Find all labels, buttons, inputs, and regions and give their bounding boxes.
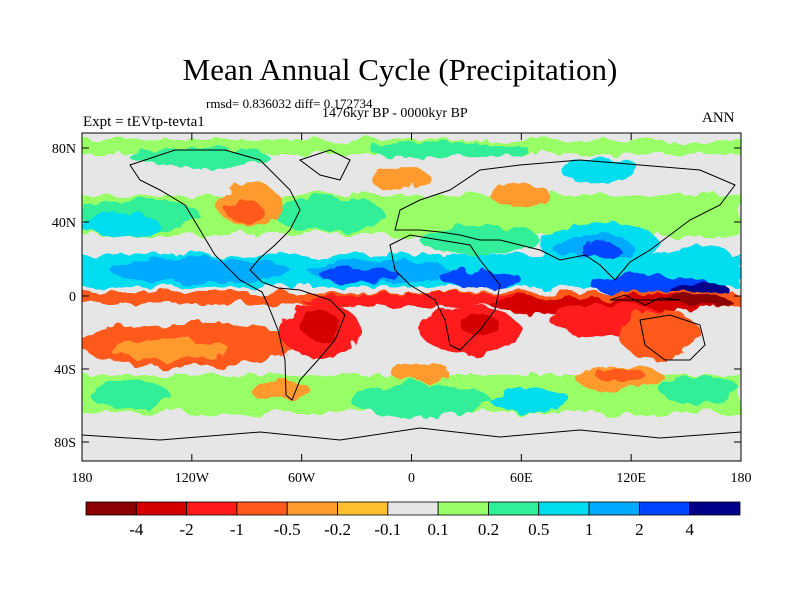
lon-ticks [81, 133, 742, 461]
colorbar-label: -1 [230, 520, 244, 539]
lat-label: 40S [54, 363, 76, 378]
lat-ticks [82, 147, 741, 443]
colorbar-label: 2 [635, 520, 644, 539]
lon-label: 180 [72, 471, 93, 486]
plot-title: Mean Annual Cycle (Precipitation) [182, 52, 618, 87]
stats-text: rmsd= 0.836032 diff= 0.172734 [206, 96, 373, 111]
colorbar-label: 1 [585, 520, 594, 539]
lat-labels: 80N 40N 0 40S 80S [52, 142, 76, 451]
colorbar-box [588, 501, 640, 516]
experiment-label: Expt = tEVtp-tevta1 [83, 114, 205, 130]
colorbar-label: -0.5 [274, 520, 301, 539]
colorbar-box [186, 501, 238, 516]
colorbar-box [135, 501, 188, 516]
precipitation-field [82, 133, 741, 461]
colorbar-label: -2 [180, 520, 194, 539]
colorbar-box [437, 501, 489, 516]
lat-label: 80S [54, 436, 76, 451]
colorbar-label: -0.1 [374, 520, 401, 539]
colorbar-box [85, 501, 137, 516]
lon-label: 180 [731, 471, 752, 486]
lon-label: 60W [288, 471, 316, 486]
lon-label: 120E [616, 471, 646, 486]
coastlines [82, 149, 741, 441]
colorbar-box [337, 501, 389, 516]
lon-labels: 180 120W 60W 0 60E 120E 180 [72, 471, 752, 486]
colorbar-box [387, 501, 439, 516]
lat-label: 0 [69, 290, 76, 305]
colorbar: -4 -2 -1 -0.5 -0.2 -0.1 0.1 0.2 0.5 1 2 4 [85, 501, 741, 539]
colorbar-label: -0.2 [324, 520, 351, 539]
colorbar-label: 0.1 [428, 520, 449, 539]
colorbar-box [286, 501, 338, 516]
colorbar-label: 0.5 [528, 520, 549, 539]
colorbar-box [236, 501, 288, 516]
colorbar-box [538, 501, 590, 516]
lon-label: 0 [408, 471, 415, 486]
period-text: 1476kyr BP - 0000kyr BP [322, 106, 468, 121]
colorbar-label: 4 [685, 520, 694, 539]
season-label: ANN [702, 110, 735, 126]
colorbar-box [638, 501, 691, 516]
colorbar-box [689, 501, 741, 516]
colorbar-label: 0.2 [478, 520, 499, 539]
lon-label: 120W [175, 471, 210, 486]
lon-label: 60E [510, 471, 533, 486]
lat-label: 40N [52, 216, 76, 231]
colorbar-label: -4 [129, 520, 144, 539]
colorbar-box [488, 501, 540, 516]
lat-label: 80N [52, 142, 76, 157]
